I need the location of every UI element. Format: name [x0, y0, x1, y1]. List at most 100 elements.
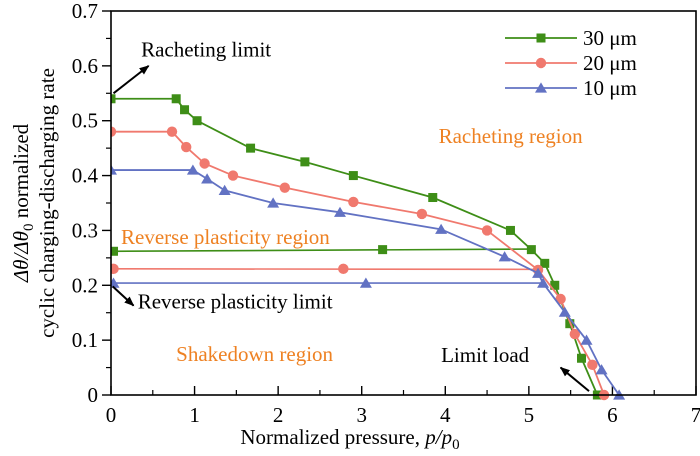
data-point-20-m — [348, 196, 359, 208]
data-point-30-m — [348, 171, 358, 181]
y-axis-tick-label: 0.2 — [72, 273, 98, 297]
legend-item-20-m: 20 μm — [505, 51, 637, 75]
data-point-30-m — [428, 193, 438, 203]
data-point-10-m — [580, 334, 593, 345]
y-axis-tick-label: 0.7 — [72, 0, 98, 23]
x-axis-tick-label: 2 — [273, 403, 284, 427]
annotation-limit-load: Limit load — [441, 343, 590, 392]
annotation-arrow-racheting-limit — [112, 65, 150, 95]
limit-line-20-m-reverse-plasticity-limit — [111, 263, 539, 275]
plot-border — [110, 10, 697, 396]
data-point-10-m — [537, 277, 550, 288]
x-axis-tick-label: 5 — [524, 403, 535, 427]
data-point-10-m — [558, 306, 571, 317]
legend-marker-30-m — [536, 33, 546, 43]
annotation-arrow-limit-load — [559, 366, 590, 392]
annotation-label-shakedown-region: Shakedown region — [176, 342, 333, 366]
annotation-label-racheting-limit: Racheting limit — [141, 37, 271, 61]
data-point-30-m — [246, 143, 256, 153]
data-point-10-m — [595, 364, 608, 375]
data-point-10-m — [333, 206, 346, 217]
limit-line-10-m-reverse-plasticity-limit — [111, 277, 544, 288]
data-point-20-m — [569, 328, 581, 340]
y-axis-title-rest: normalized — [9, 123, 33, 223]
limit-line-30-m-reverse-plasticity-limit — [111, 245, 532, 256]
annotation-reverse-plasticity-region: Reverse plasticity region — [121, 225, 330, 249]
data-point-10-m — [218, 184, 231, 195]
legend-label-10-m: 10 μm — [583, 76, 637, 100]
y-axis-title-variable: Δθ/Δθ — [9, 231, 33, 283]
data-point-20-m — [416, 208, 428, 220]
x-axis-title-prefix: Normalized pressure, — [240, 425, 425, 449]
x-axis-title-variable: p/p — [423, 425, 452, 449]
y-axis-title-line2: cyclic charging-discharging rate — [35, 68, 59, 338]
limit-line-marker-30-m-reverse-plasticity-limit — [111, 246, 119, 256]
legend-marker-20-m — [535, 57, 547, 69]
data-point-30-m — [180, 105, 190, 115]
data-point-20-m — [199, 158, 210, 169]
data-point-30-m — [526, 245, 536, 255]
data-point-20-m — [279, 182, 291, 193]
data-point-10-m — [267, 197, 280, 208]
annotation-label-racheting-region: Racheting region — [439, 124, 584, 148]
limit-line-marker-30-m-reverse-plasticity-limit — [378, 245, 388, 255]
data-point-20-m — [111, 126, 117, 137]
data-point-20-m — [181, 141, 192, 153]
x-axis-tick-label: 0 — [106, 403, 117, 427]
data-point-30-m — [505, 225, 515, 235]
x-axis-tick-label: 7 — [691, 403, 700, 427]
limit-line-marker-10-m-reverse-plasticity-limit — [111, 277, 120, 288]
y-axis-tick-label: 0.5 — [72, 109, 98, 133]
legend-item-30-m: 30 μm — [505, 26, 637, 50]
legend-label-30-m: 30 μm — [583, 26, 637, 50]
limit-line-marker-20-m-reverse-plasticity-limit — [338, 263, 349, 275]
data-point-10-m — [201, 173, 214, 184]
data-point-20-m — [166, 126, 178, 137]
legend-item-10-m: 10 μm — [505, 76, 637, 100]
x-axis-tick-label: 1 — [189, 403, 200, 427]
data-point-10-m — [435, 223, 448, 234]
data-point-10-m — [498, 251, 511, 262]
series-10-m — [111, 164, 626, 400]
annotation-label-reverse-plasticity-limit: Reverse plasticity limit — [138, 290, 333, 314]
x-axis-tick-label: 3 — [356, 403, 367, 427]
data-point-10-m — [532, 267, 545, 278]
x-axis-tick-label: 4 — [440, 403, 451, 427]
annotation-arrow-reverse-plasticity-limit — [111, 285, 135, 307]
legend-label-20-m: 20 μm — [583, 51, 637, 75]
limit-line-marker-10-m-reverse-plasticity-limit — [359, 277, 372, 288]
data-point-30-m — [300, 157, 310, 167]
data-point-30-m — [550, 280, 560, 290]
annotation-racheting-region: Racheting region — [439, 124, 584, 148]
x-axis-title: Normalized pressure, p/p0 — [240, 425, 459, 453]
annotation-shakedown-region: Shakedown region — [176, 342, 333, 366]
y-axis-title-line1: Δθ/Δθ0 normalized — [9, 123, 37, 283]
annotation-label-limit-load: Limit load — [441, 343, 530, 367]
x-axis-title-subscript: 0 — [452, 437, 460, 453]
data-point-10-m — [111, 164, 117, 175]
y-axis-tick-label: 0.3 — [72, 218, 98, 242]
y-axis-tick-label: 0.6 — [72, 54, 98, 78]
data-point-20-m — [587, 359, 598, 371]
y-axis-tick-label: 0.1 — [72, 328, 98, 352]
data-point-10-m — [186, 164, 199, 175]
y-axis-tick-label: 0.4 — [72, 164, 99, 188]
limit-line-path-20-m-reverse-plasticity-limit — [111, 268, 539, 271]
data-point-30-m — [192, 116, 202, 126]
data-point-30-m — [111, 94, 116, 104]
data-point-20-m — [481, 225, 493, 236]
annotation-label-reverse-plasticity-region: Reverse plasticity region — [121, 225, 330, 249]
limit-line-path-30-m-reverse-plasticity-limit — [111, 248, 532, 253]
y-axis-title-subscript: 0 — [21, 224, 37, 232]
data-point-30-m — [540, 258, 550, 268]
limit-line-marker-20-m-reverse-plasticity-limit — [111, 263, 119, 275]
annotation-racheting-limit: Racheting limit — [112, 37, 271, 95]
data-point-20-m — [227, 170, 239, 181]
data-point-30-m — [171, 94, 181, 104]
y-axis-tick-label: 0 — [88, 383, 99, 407]
x-axis-tick-label: 6 — [607, 403, 618, 427]
series-20-m — [111, 126, 610, 401]
